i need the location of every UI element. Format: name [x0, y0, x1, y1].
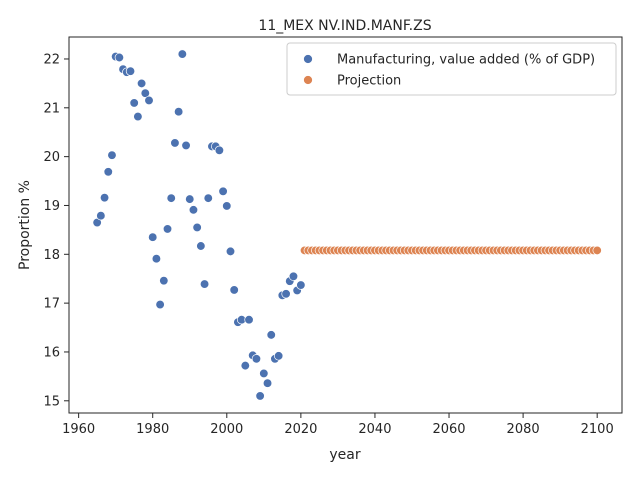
legend-label-projection: Projection	[337, 74, 401, 89]
y-tick-label: 16	[43, 345, 60, 360]
data-point-manufacturing	[262, 378, 273, 388]
data-point-manufacturing	[199, 279, 210, 289]
data-point-manufacturing	[196, 241, 206, 251]
y-tick-label: 21	[43, 101, 60, 116]
legend-marker-manufacturing	[303, 54, 313, 64]
data-point-manufacturing	[185, 194, 195, 204]
data-point-manufacturing	[103, 167, 113, 177]
data-point-manufacturing	[177, 49, 187, 59]
x-tick-label: 2080	[507, 422, 540, 437]
data-points	[92, 49, 602, 401]
x-tick-label: 2100	[581, 422, 614, 437]
chart-title: 11_MEX NV.IND.MANF.ZS	[258, 18, 431, 34]
data-point-manufacturing	[192, 222, 202, 233]
data-point-manufacturing	[225, 246, 236, 257]
data-point-manufacturing	[222, 201, 232, 211]
data-point-manufacturing	[170, 138, 180, 148]
legend-label-manufacturing: Manufacturing, value added (% of GDP)	[337, 53, 595, 68]
data-point-manufacturing	[229, 285, 239, 295]
data-point-manufacturing	[296, 280, 306, 290]
y-axis-ticks: 15 16 17 18 19 20 21 22	[43, 52, 69, 409]
data-point-projection	[592, 245, 602, 256]
data-point-manufacturing	[240, 360, 250, 371]
data-point-manufacturing	[148, 232, 158, 242]
data-point-manufacturing	[129, 98, 139, 108]
data-point-manufacturing	[166, 193, 176, 203]
y-tick-label: 17	[43, 297, 60, 312]
y-axis-label: Proportion %	[17, 180, 33, 270]
x-tick-label: 2040	[358, 422, 391, 437]
data-point-manufacturing	[155, 299, 165, 310]
data-point-manufacturing	[140, 88, 150, 98]
data-point-manufacturing	[162, 224, 173, 234]
data-point-manufacturing	[266, 330, 276, 340]
data-point-manufacturing	[218, 186, 228, 196]
data-point-manufacturing	[188, 205, 199, 215]
x-axis-ticks: 1960 1980 2000 2020 2040 2060 2080 2100	[62, 413, 614, 437]
x-tick-label: 1960	[62, 422, 95, 437]
data-point-manufacturing	[99, 193, 110, 203]
x-axis-label: year	[329, 447, 360, 463]
y-tick-label: 19	[43, 199, 60, 214]
data-point-manufacturing	[203, 193, 213, 203]
legend: Manufacturing, value added (% of GDP) Pr…	[286, 42, 617, 96]
data-point-manufacturing	[151, 254, 162, 264]
legend-box	[286, 42, 617, 96]
y-tick-label: 15	[43, 394, 60, 409]
data-point-manufacturing	[281, 289, 291, 299]
plot-frame	[68, 36, 623, 414]
data-point-manufacturing	[133, 111, 143, 122]
data-point-manufacturing	[214, 145, 225, 155]
x-tick-label: 1980	[136, 422, 169, 437]
x-tick-label: 2060	[432, 422, 465, 437]
data-point-manufacturing	[244, 315, 254, 325]
data-point-manufacturing	[159, 276, 169, 286]
y-tick-label: 18	[43, 248, 60, 263]
data-point-manufacturing	[259, 368, 269, 379]
data-point-manufacturing	[251, 354, 262, 364]
data-point-manufacturing	[96, 211, 106, 221]
x-tick-label: 2000	[210, 422, 243, 437]
data-point-manufacturing	[255, 391, 265, 401]
data-point-manufacturing	[173, 107, 184, 117]
data-point-manufacturing	[107, 150, 117, 160]
data-point-manufacturing	[273, 351, 284, 361]
legend-marker-projection	[303, 75, 313, 85]
data-point-manufacturing	[125, 66, 136, 76]
y-tick-label: 20	[43, 150, 60, 165]
x-tick-label: 2020	[284, 422, 317, 437]
data-point-manufacturing	[144, 95, 154, 106]
data-point-manufacturing	[136, 78, 147, 89]
y-tick-label: 22	[43, 52, 60, 67]
data-point-manufacturing	[114, 52, 125, 63]
data-point-manufacturing	[181, 140, 191, 151]
data-point-manufacturing	[288, 271, 299, 281]
